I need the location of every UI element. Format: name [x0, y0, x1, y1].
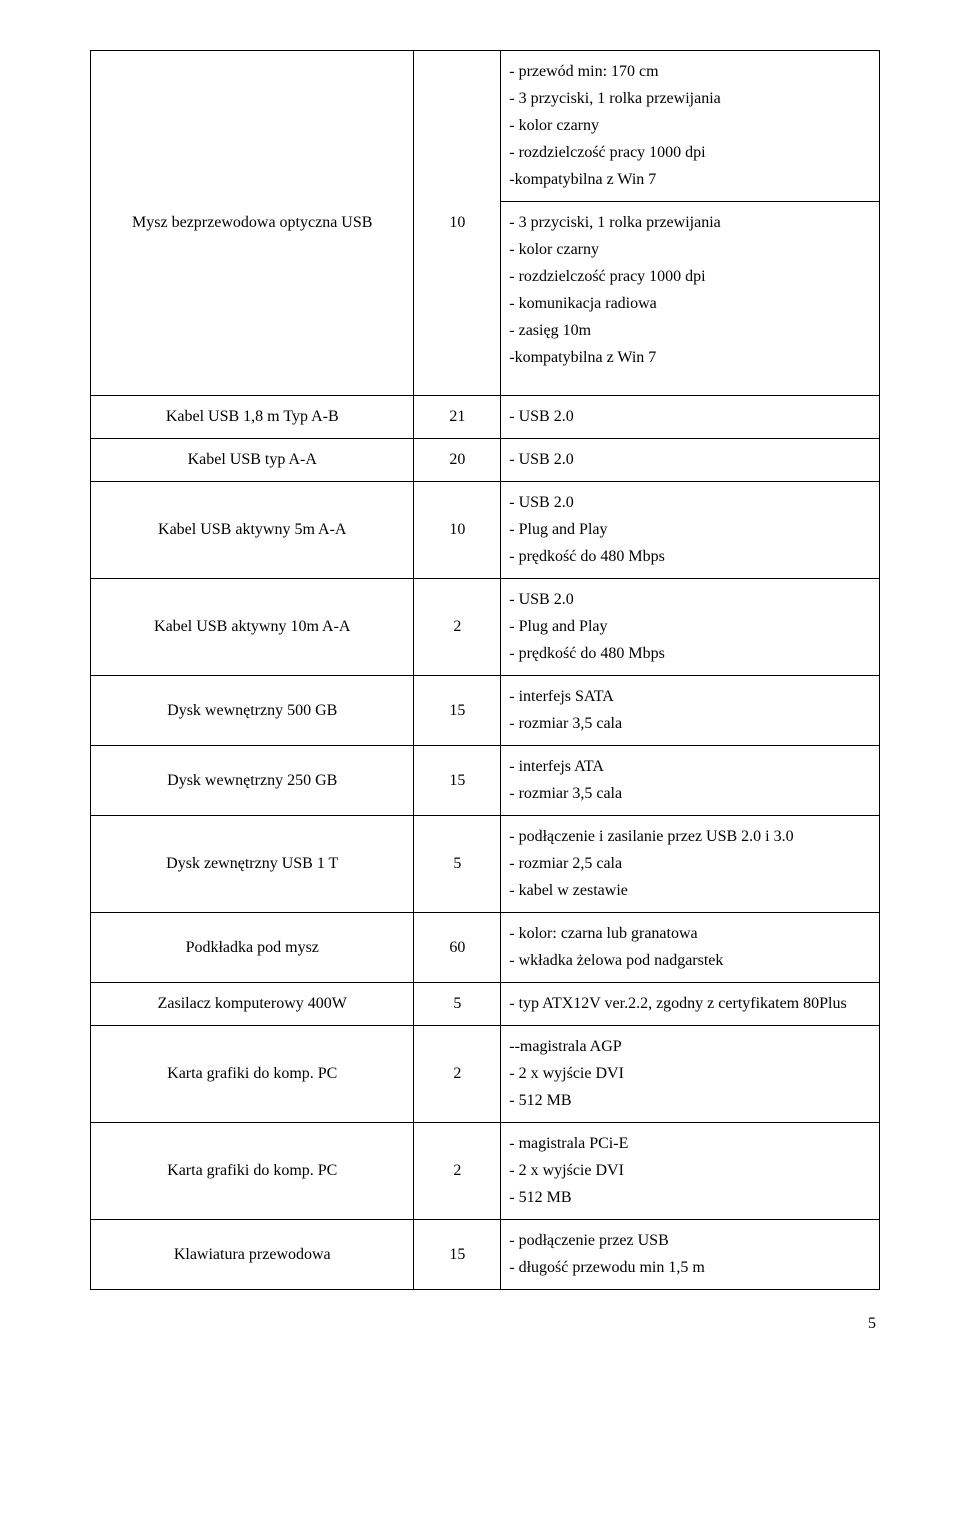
product-qty: 20	[414, 439, 501, 482]
product-name: Dysk zewnętrzny USB 1 T	[91, 816, 414, 913]
product-qty: 15	[414, 746, 501, 816]
product-spec: - przewód min: 170 cm- 3 przyciski, 1 ro…	[501, 51, 880, 202]
table-row: Dysk wewnętrzny 500 GB15- interfejs SATA…	[91, 676, 880, 746]
product-qty: 5	[414, 816, 501, 913]
product-spec: - interfejs ATA- rozmiar 3,5 cala	[501, 746, 880, 816]
product-qty: 15	[414, 676, 501, 746]
product-qty: 21	[414, 396, 501, 439]
table-row: Klawiatura przewodowa15- podłączenie prz…	[91, 1220, 880, 1290]
product-spec: - USB 2.0	[501, 439, 880, 482]
product-name: Podkładka pod mysz	[91, 913, 414, 983]
table-row: Podkładka pod mysz60- kolor: czarna lub …	[91, 913, 880, 983]
product-spec: --magistrala AGP- 2 x wyjście DVI- 512 M…	[501, 1026, 880, 1123]
table-row: Dysk wewnętrzny 250 GB15- interfejs ATA-…	[91, 746, 880, 816]
product-name: Karta grafiki do komp. PC	[91, 1026, 414, 1123]
product-qty: 2	[414, 1026, 501, 1123]
product-spec: - podłączenie przez USB- długość przewod…	[501, 1220, 880, 1290]
table-row: Karta grafiki do komp. PC2--magistrala A…	[91, 1026, 880, 1123]
product-qty: 10	[414, 51, 501, 396]
product-name: Kabel USB aktywny 10m A-A	[91, 579, 414, 676]
product-qty: 10	[414, 482, 501, 579]
product-name: Mysz bezprzewodowa optyczna USB	[91, 51, 414, 396]
product-qty: 2	[414, 579, 501, 676]
product-spec: - podłączenie i zasilanie przez USB 2.0 …	[501, 816, 880, 913]
page-number: 5	[90, 1312, 880, 1336]
product-qty: 2	[414, 1123, 501, 1220]
table-row: Zasilacz komputerowy 400W5- typ ATX12V v…	[91, 983, 880, 1026]
table-row: Kabel USB typ A-A20- USB 2.0	[91, 439, 880, 482]
table-row: Kabel USB aktywny 10m A-A2- USB 2.0- Plu…	[91, 579, 880, 676]
product-spec: - magistrala PCi-E- 2 x wyjście DVI- 512…	[501, 1123, 880, 1220]
product-name: Zasilacz komputerowy 400W	[91, 983, 414, 1026]
product-name: Klawiatura przewodowa	[91, 1220, 414, 1290]
product-spec: - typ ATX12V ver.2.2, zgodny z certyfika…	[501, 983, 880, 1026]
product-qty: 5	[414, 983, 501, 1026]
spec-table: Mysz bezprzewodowa optyczna USB10- przew…	[90, 50, 880, 1290]
table-row: Kabel USB aktywny 5m A-A10- USB 2.0- Plu…	[91, 482, 880, 579]
product-spec: - 3 przyciski, 1 rolka przewijania- kolo…	[501, 202, 880, 396]
table-row: Dysk zewnętrzny USB 1 T5- podłączenie i …	[91, 816, 880, 913]
product-name: Dysk wewnętrzny 250 GB	[91, 746, 414, 816]
product-name: Kabel USB aktywny 5m A-A	[91, 482, 414, 579]
table-row: Karta grafiki do komp. PC2- magistrala P…	[91, 1123, 880, 1220]
product-name: Dysk wewnętrzny 500 GB	[91, 676, 414, 746]
product-spec: - kolor: czarna lub granatowa- wkładka ż…	[501, 913, 880, 983]
product-spec: - interfejs SATA- rozmiar 3,5 cala	[501, 676, 880, 746]
product-qty: 15	[414, 1220, 501, 1290]
table-row: Kabel USB 1,8 m Typ A-B21- USB 2.0	[91, 396, 880, 439]
product-spec: - USB 2.0- Plug and Play- prędkość do 48…	[501, 482, 880, 579]
product-name: Kabel USB typ A-A	[91, 439, 414, 482]
product-spec: - USB 2.0- Plug and Play- prędkość do 48…	[501, 579, 880, 676]
product-name: Karta grafiki do komp. PC	[91, 1123, 414, 1220]
product-name: Kabel USB 1,8 m Typ A-B	[91, 396, 414, 439]
product-qty: 60	[414, 913, 501, 983]
product-spec: - USB 2.0	[501, 396, 880, 439]
